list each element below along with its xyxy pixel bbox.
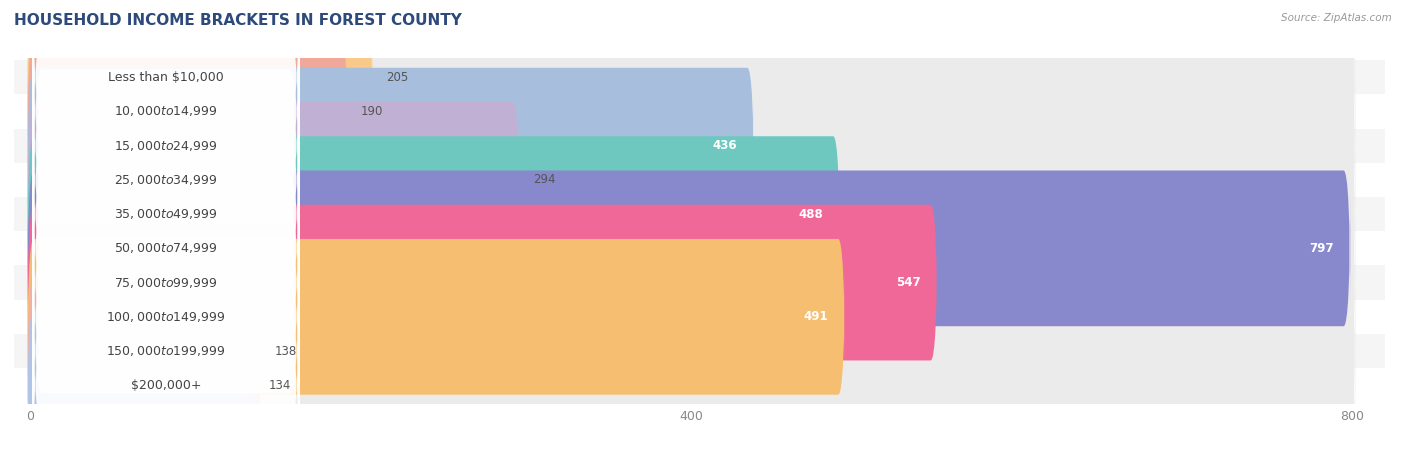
FancyBboxPatch shape [32, 51, 299, 377]
Bar [14, 128, 1385, 163]
FancyBboxPatch shape [27, 239, 845, 395]
Bar [14, 94, 1385, 128]
Text: 436: 436 [713, 139, 738, 152]
Text: 294: 294 [533, 173, 555, 186]
Bar [14, 231, 1385, 265]
Text: $35,000 to $49,999: $35,000 to $49,999 [114, 207, 218, 221]
FancyBboxPatch shape [27, 205, 938, 361]
FancyBboxPatch shape [27, 34, 347, 189]
FancyBboxPatch shape [27, 171, 1355, 326]
Text: 190: 190 [361, 105, 384, 118]
FancyBboxPatch shape [27, 0, 1355, 155]
FancyBboxPatch shape [27, 308, 1355, 449]
Text: Less than $10,000: Less than $10,000 [108, 70, 224, 84]
FancyBboxPatch shape [27, 0, 373, 155]
Bar [14, 197, 1385, 231]
FancyBboxPatch shape [32, 0, 299, 240]
FancyBboxPatch shape [27, 205, 1355, 361]
Text: 134: 134 [269, 379, 291, 392]
FancyBboxPatch shape [32, 188, 299, 449]
Bar [14, 334, 1385, 368]
Bar [14, 60, 1385, 94]
FancyBboxPatch shape [27, 68, 1355, 224]
FancyBboxPatch shape [27, 171, 1350, 326]
Text: $200,000+: $200,000+ [131, 379, 201, 392]
Text: $25,000 to $34,999: $25,000 to $34,999 [114, 173, 218, 187]
FancyBboxPatch shape [32, 154, 299, 449]
Text: $150,000 to $199,999: $150,000 to $199,999 [107, 344, 226, 358]
Text: 138: 138 [276, 344, 297, 357]
Text: 491: 491 [804, 310, 828, 323]
FancyBboxPatch shape [27, 34, 1355, 189]
Text: HOUSEHOLD INCOME BRACKETS IN FOREST COUNTY: HOUSEHOLD INCOME BRACKETS IN FOREST COUN… [14, 13, 463, 28]
FancyBboxPatch shape [32, 119, 299, 446]
Text: 488: 488 [799, 207, 824, 220]
Bar [14, 163, 1385, 197]
FancyBboxPatch shape [32, 222, 299, 449]
FancyBboxPatch shape [32, 0, 299, 309]
Text: $10,000 to $14,999: $10,000 to $14,999 [114, 105, 218, 119]
FancyBboxPatch shape [27, 136, 1355, 292]
Text: $15,000 to $24,999: $15,000 to $24,999 [114, 139, 218, 153]
Bar [14, 265, 1385, 299]
FancyBboxPatch shape [27, 102, 1355, 258]
FancyBboxPatch shape [32, 85, 299, 411]
FancyBboxPatch shape [27, 308, 256, 449]
FancyBboxPatch shape [27, 102, 519, 258]
Text: Source: ZipAtlas.com: Source: ZipAtlas.com [1281, 13, 1392, 23]
Text: $50,000 to $74,999: $50,000 to $74,999 [114, 242, 218, 255]
Text: 547: 547 [896, 276, 921, 289]
Bar [14, 368, 1385, 402]
Text: 797: 797 [1309, 242, 1334, 255]
FancyBboxPatch shape [27, 239, 1355, 395]
FancyBboxPatch shape [32, 17, 299, 343]
FancyBboxPatch shape [27, 68, 754, 224]
FancyBboxPatch shape [27, 136, 839, 292]
Text: $100,000 to $149,999: $100,000 to $149,999 [107, 310, 226, 324]
Text: 205: 205 [385, 70, 408, 84]
FancyBboxPatch shape [32, 0, 299, 274]
FancyBboxPatch shape [27, 273, 1355, 429]
Bar [14, 299, 1385, 334]
FancyBboxPatch shape [27, 273, 262, 429]
Text: $75,000 to $99,999: $75,000 to $99,999 [114, 276, 218, 290]
